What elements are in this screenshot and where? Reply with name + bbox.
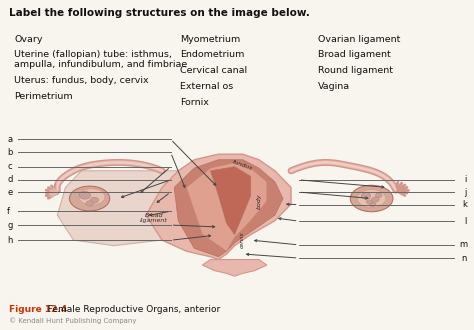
Ellipse shape [79, 189, 105, 205]
Text: k: k [462, 200, 467, 209]
Text: External os: External os [180, 82, 233, 91]
Circle shape [369, 202, 376, 207]
Text: Female Reproductive Organs, anterior: Female Reproductive Organs, anterior [42, 305, 220, 314]
Text: l: l [465, 216, 467, 226]
Text: f: f [7, 207, 10, 216]
Circle shape [86, 201, 93, 206]
Text: Uterus: fundus, body, cervix: Uterus: fundus, body, cervix [14, 76, 149, 85]
Text: Round ligament: Round ligament [318, 66, 392, 75]
Text: h: h [7, 236, 12, 245]
Text: g: g [7, 220, 12, 230]
Text: j: j [465, 187, 467, 197]
Polygon shape [57, 171, 186, 246]
Polygon shape [210, 167, 251, 235]
Circle shape [79, 191, 91, 199]
Text: Uterine (fallopian) tube: isthmus,: Uterine (fallopian) tube: isthmus, [14, 50, 172, 59]
Text: d: d [7, 175, 12, 184]
Text: Perimetrium: Perimetrium [14, 92, 73, 101]
Text: e: e [7, 187, 12, 197]
Text: c: c [7, 162, 12, 171]
Circle shape [366, 200, 372, 204]
Ellipse shape [357, 189, 386, 208]
Text: b: b [7, 148, 12, 157]
Circle shape [375, 193, 382, 198]
Circle shape [372, 197, 379, 202]
Text: i: i [465, 175, 467, 184]
Circle shape [361, 193, 371, 199]
Text: Fornix: Fornix [180, 98, 209, 107]
Text: © Kendall Hunt Publishing Company: © Kendall Hunt Publishing Company [9, 317, 137, 324]
Text: n: n [462, 253, 467, 263]
Text: Figure 12.4: Figure 12.4 [9, 305, 68, 314]
Ellipse shape [69, 186, 110, 211]
Text: a: a [7, 135, 12, 144]
Polygon shape [186, 162, 267, 251]
Text: Ovarian ligament: Ovarian ligament [318, 35, 400, 44]
Text: Ovary: Ovary [14, 35, 43, 44]
Text: Broad
ligament: Broad ligament [140, 213, 168, 223]
Polygon shape [174, 160, 283, 257]
Polygon shape [146, 154, 291, 259]
Text: m: m [459, 240, 467, 249]
Text: Label the following structures on the image below.: Label the following structures on the im… [9, 8, 310, 18]
Circle shape [90, 197, 99, 203]
Text: body: body [256, 193, 261, 209]
Text: Vagina: Vagina [318, 82, 350, 91]
Text: cervix: cervix [240, 232, 245, 248]
Text: Cervical canal: Cervical canal [180, 66, 247, 75]
Polygon shape [202, 259, 267, 276]
Text: fundus: fundus [232, 159, 254, 171]
Text: Broad ligament: Broad ligament [318, 50, 390, 59]
Text: ampulla, infundibulum, and fimbriae: ampulla, infundibulum, and fimbriae [14, 60, 188, 69]
Text: Myometrium: Myometrium [180, 35, 240, 44]
Text: Endometrium: Endometrium [180, 50, 245, 59]
Ellipse shape [350, 185, 393, 212]
